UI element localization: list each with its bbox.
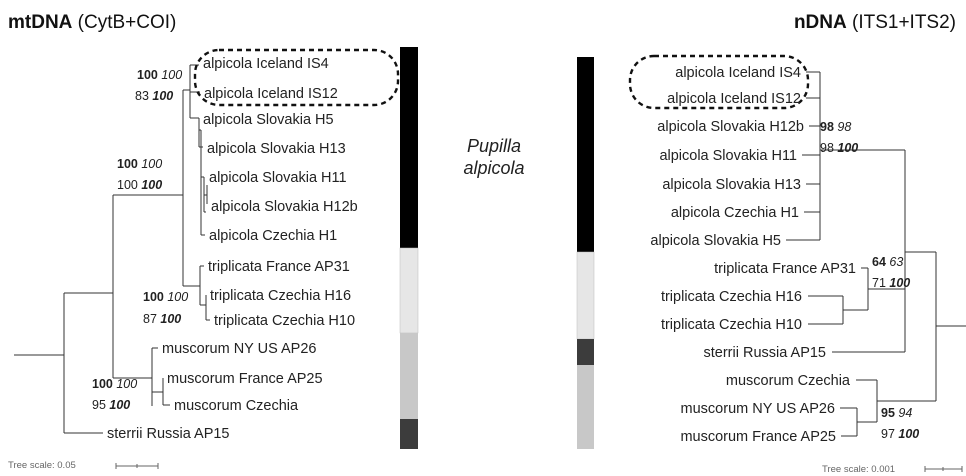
- right-clade-bar: [576, 57, 595, 449]
- right-taxon-label: triplicata Czechia H10: [661, 317, 802, 333]
- left-taxon-label: alpicola Iceland IS4: [203, 56, 329, 72]
- svg-text:97 100: 97 100: [881, 427, 919, 441]
- left-clade-bar: [399, 47, 419, 449]
- left-title-genes: (CytB+COI): [72, 12, 176, 33]
- left-taxon-label: alpicola Slovakia H12b: [211, 199, 358, 215]
- left-taxon-label: sterrii Russia AP15: [107, 426, 230, 442]
- right-taxon-label: alpicola Slovakia H12b: [657, 119, 804, 135]
- left-bar-triplicata: [399, 247, 419, 334]
- svg-text:100 100: 100 100: [143, 290, 188, 304]
- support-node-triplicata: 100 100 87 100: [143, 290, 188, 326]
- svg-text:64 63: 64 63: [872, 255, 903, 269]
- support-node-iceland: 100 100 83 100: [135, 68, 182, 103]
- left-taxon-label: triplicata Czechia H10: [214, 313, 355, 329]
- left-taxon-label: alpicola Iceland IS12: [204, 86, 338, 102]
- right-bar-triplicata: [576, 251, 595, 340]
- left-title-marker: mtDNA: [8, 12, 73, 33]
- svg-text:100 100: 100 100: [137, 68, 182, 82]
- right-taxon-label: muscorum France AP25: [680, 429, 836, 445]
- left-taxon-label: muscorum France AP25: [167, 371, 323, 387]
- left-bar-alpicola: [400, 47, 418, 248]
- left-taxa: alpicola Iceland IS4 alpicola Iceland IS…: [107, 56, 358, 442]
- right-taxon-label: alpicola Slovakia H5: [650, 233, 781, 249]
- left-bar-muscorum: [400, 333, 418, 419]
- svg-text:71 100: 71 100: [872, 276, 910, 290]
- right-taxon-label: alpicola Czechia H1: [671, 205, 799, 221]
- svg-text:83 100: 83 100: [135, 89, 173, 103]
- svg-text:100 100: 100 100: [117, 178, 162, 192]
- left-tree-scale-label: Tree scale: 0.05: [8, 460, 76, 471]
- right-iceland-highlight: [628, 54, 810, 110]
- right-taxon-label: triplicata Czechia H16: [661, 289, 802, 305]
- svg-text:95 94: 95 94: [881, 406, 912, 420]
- right-panel-title: nDNA (ITS1+ITS2): [794, 12, 956, 33]
- right-tree-branches: [786, 71, 966, 437]
- right-bar-sterrii: [577, 339, 594, 365]
- left-taxon-label: alpicola Slovakia H13: [207, 141, 346, 157]
- left-taxon-label: triplicata France AP31: [208, 259, 350, 275]
- support-node-muscorum-right: 95 94 97 100: [881, 406, 919, 441]
- right-taxon-label: sterrii Russia AP15: [704, 345, 827, 361]
- left-taxon-label: muscorum NY US AP26: [162, 341, 316, 357]
- right-scale: Tree scale: 0.001: [822, 464, 963, 475]
- right-taxon-label: alpicola Iceland IS12: [667, 91, 801, 107]
- right-taxon-label: muscorum NY US AP26: [681, 401, 835, 417]
- support-node-alpicola-triplicata: 100 100 100 100: [117, 157, 162, 192]
- right-tree-scale-label: Tree scale: 0.001: [822, 464, 895, 475]
- svg-text:98 98: 98 98: [820, 120, 851, 134]
- right-taxon-label: muscorum Czechia: [726, 373, 851, 389]
- center-species-line2: alpicola: [463, 158, 524, 178]
- right-taxon-label: triplicata France AP31: [714, 261, 856, 277]
- left-taxon-label: alpicola Slovakia H5: [203, 112, 334, 128]
- left-tree-branches: [14, 64, 210, 434]
- right-bar-muscorum: [577, 365, 594, 449]
- support-node-alpicola: 98 98 98 100: [820, 120, 858, 155]
- svg-text:100 100: 100 100: [117, 157, 162, 171]
- right-taxon-label: alpicola Iceland IS4: [675, 65, 801, 81]
- right-taxon-label: alpicola Slovakia H11: [659, 148, 797, 164]
- right-bar-alpicola: [577, 57, 594, 252]
- left-support-values: 100 100 83 100 100 100 100 100 100 100 8…: [92, 68, 188, 412]
- left-taxon-label: triplicata Czechia H16: [210, 288, 351, 304]
- left-taxon-label: alpicola Czechia H1: [209, 228, 337, 244]
- left-taxon-label: muscorum Czechia: [174, 398, 299, 414]
- center-species-line1: Pupilla: [467, 136, 521, 156]
- svg-text:87 100: 87 100: [143, 312, 181, 326]
- svg-text:95 100: 95 100: [92, 398, 130, 412]
- svg-text:100 100: 100 100: [92, 377, 137, 391]
- right-title-marker: nDNA: [794, 12, 847, 33]
- right-support-values: 98 98 98 100 64 63 71 100 95 94 97 100: [820, 120, 919, 441]
- left-bar-sterrii: [400, 419, 418, 449]
- right-title-genes: (ITS1+ITS2): [847, 12, 956, 33]
- left-panel-title: mtDNA (CytB+COI): [8, 12, 176, 33]
- right-taxa: alpicola Iceland IS4 alpicola Iceland IS…: [650, 65, 856, 445]
- support-node-triplicata-right: 64 63 71 100: [872, 255, 910, 290]
- svg-text:98 100: 98 100: [820, 141, 858, 155]
- support-node-muscorum: 100 100 95 100: [92, 377, 137, 412]
- left-scale: Tree scale: 0.05: [8, 460, 159, 471]
- left-iceland-highlight: [193, 48, 400, 107]
- right-taxon-label: alpicola Slovakia H13: [662, 177, 801, 193]
- left-taxon-label: alpicola Slovakia H11: [209, 170, 347, 186]
